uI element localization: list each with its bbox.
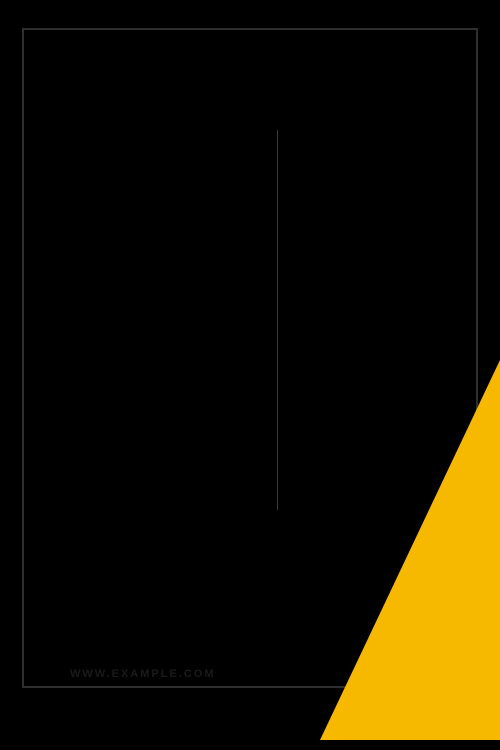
divider-line — [277, 130, 278, 510]
accent-triangle-poly — [320, 360, 500, 740]
poster-canvas: WWW.EXAMPLE.COM — [0, 0, 500, 750]
accent-triangle — [320, 360, 500, 740]
accent-triangle-shape — [320, 360, 500, 740]
footer-url: WWW.EXAMPLE.COM — [70, 668, 216, 680]
